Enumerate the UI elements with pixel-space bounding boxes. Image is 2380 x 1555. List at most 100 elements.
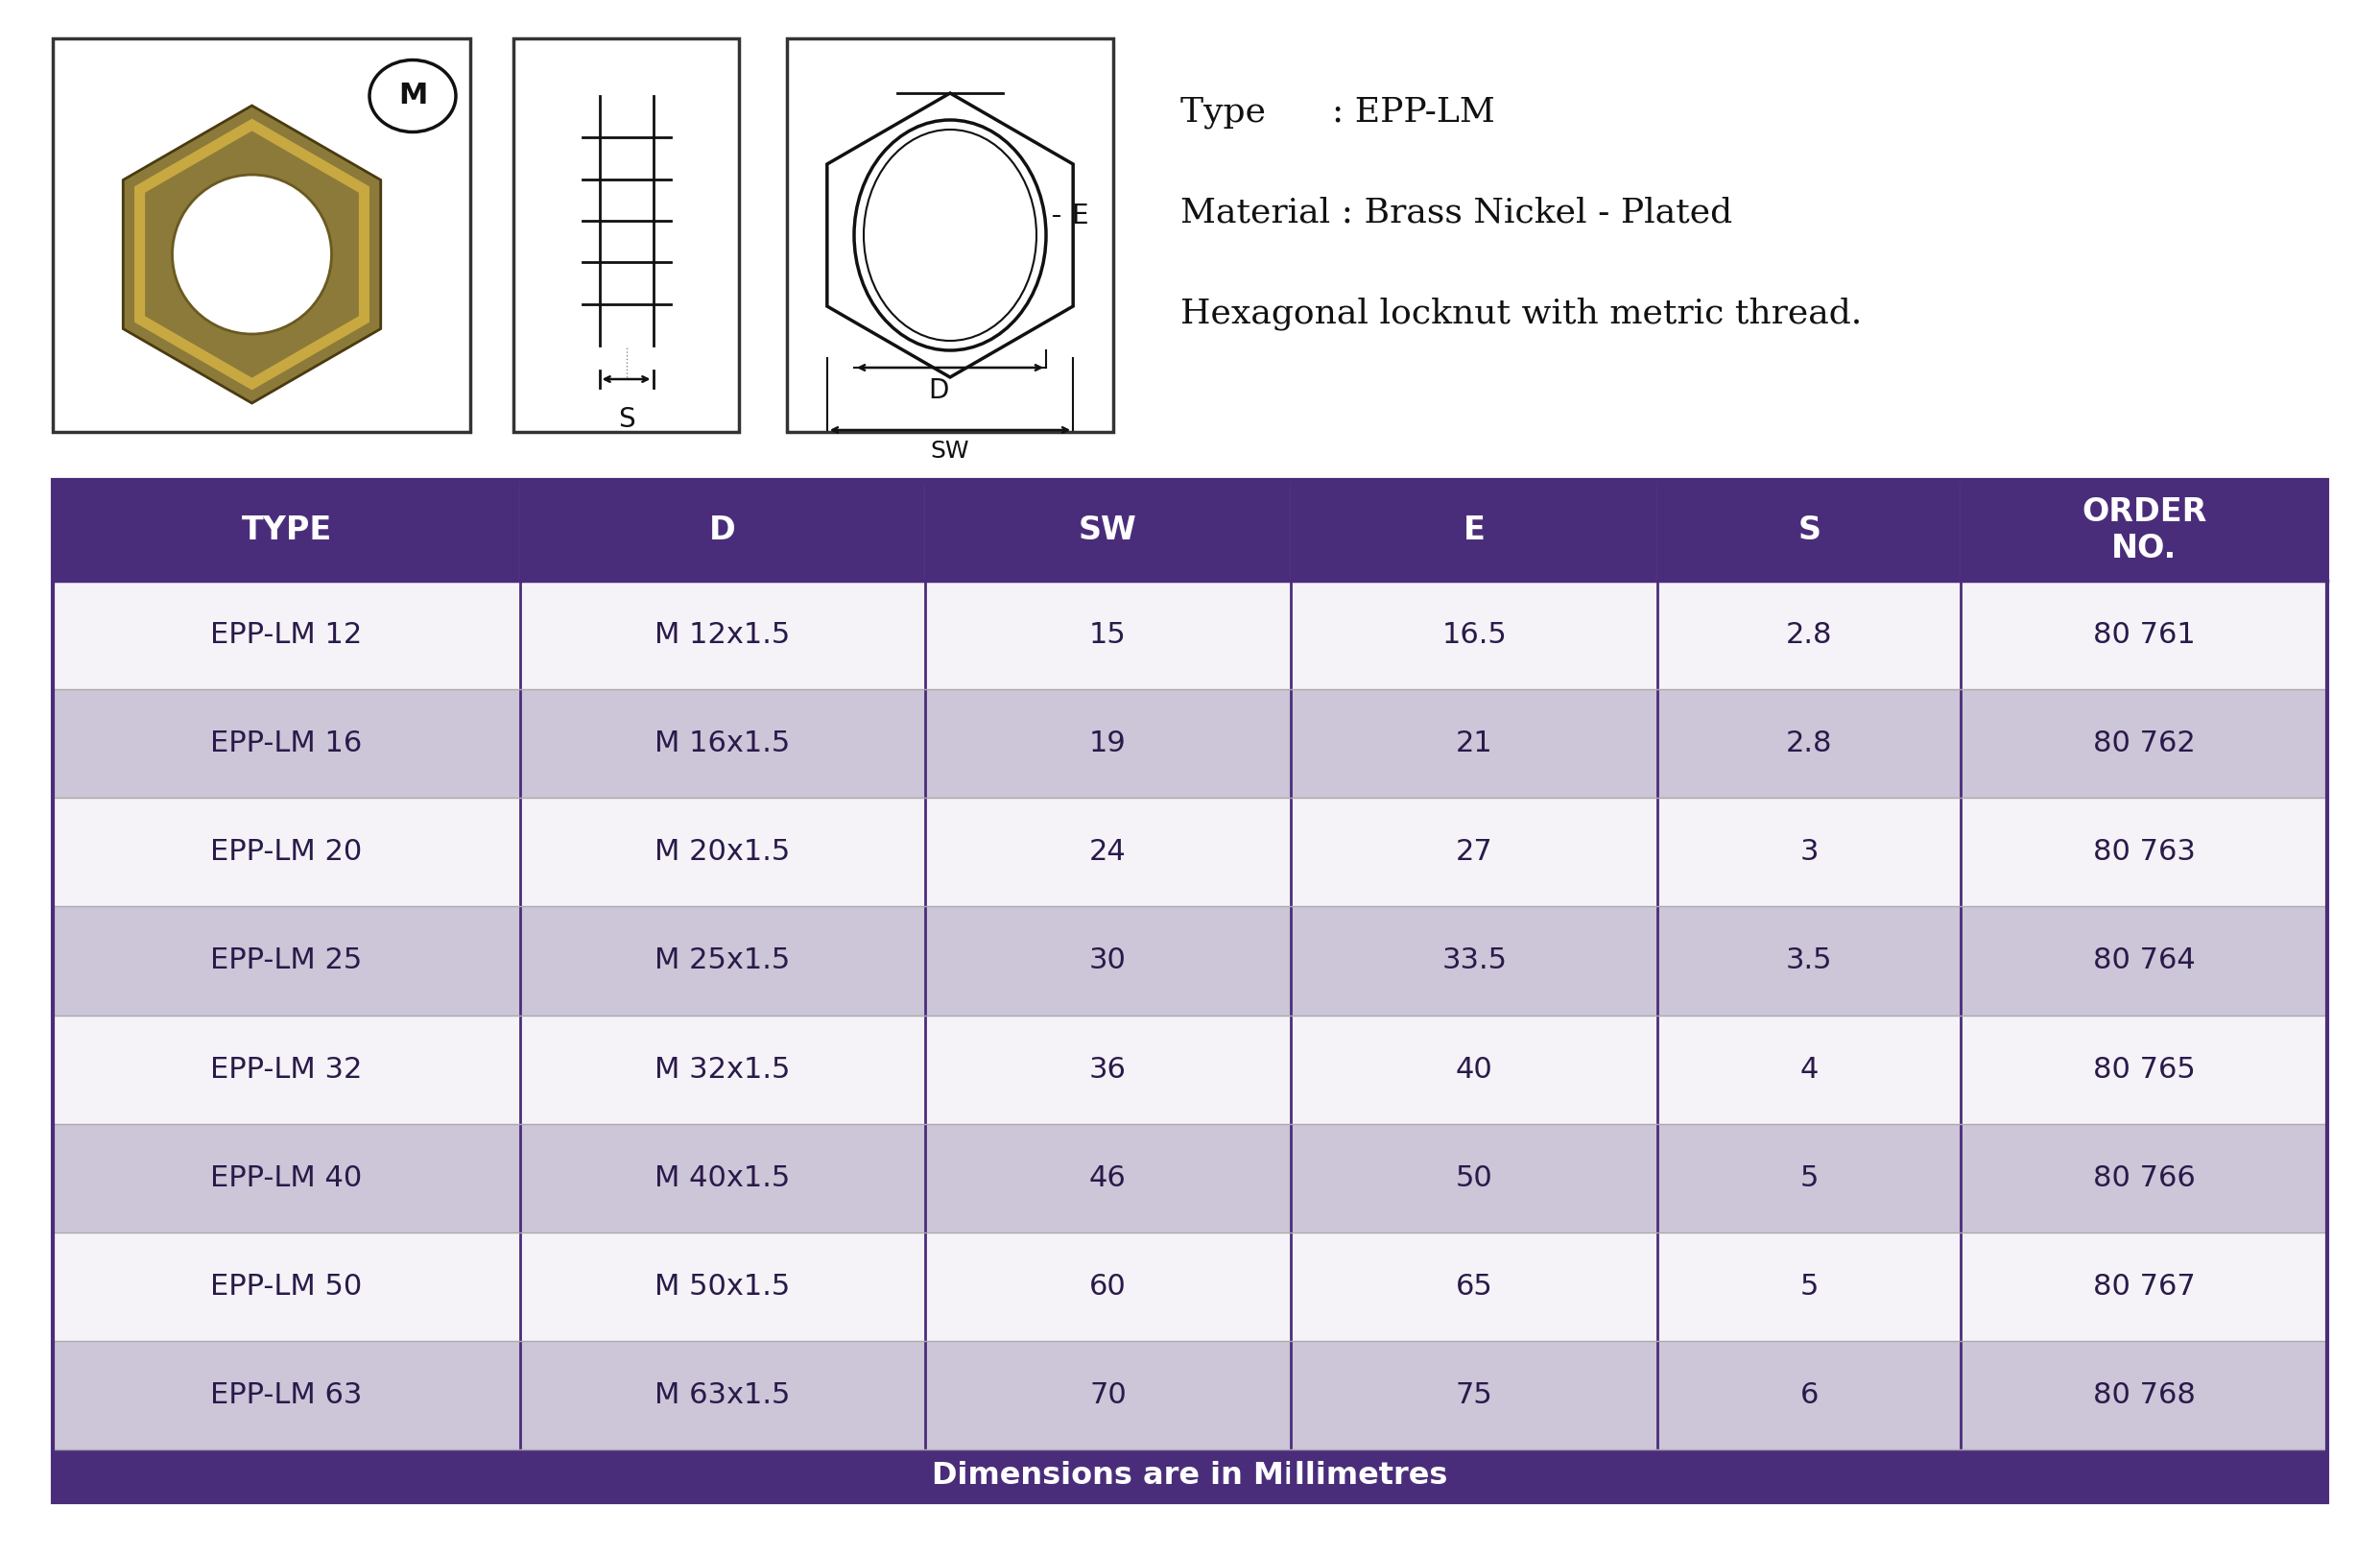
Text: M 20x1.5: M 20x1.5 xyxy=(654,838,790,866)
Text: 80 763: 80 763 xyxy=(2092,838,2194,866)
Bar xyxy=(1656,798,1961,907)
Text: Type      : EPP-LM: Type : EPP-LM xyxy=(1180,96,1495,129)
Bar xyxy=(1656,1124,1961,1232)
Text: S: S xyxy=(1797,515,1821,546)
Bar xyxy=(788,39,1114,432)
Bar xyxy=(521,1232,926,1340)
Text: 3: 3 xyxy=(1799,838,1818,866)
Bar xyxy=(52,580,521,689)
Bar xyxy=(52,1449,2328,1502)
Text: 75: 75 xyxy=(1457,1381,1492,1409)
Text: EPP-LM 25: EPP-LM 25 xyxy=(209,947,362,975)
Bar xyxy=(521,1340,926,1449)
Bar xyxy=(1656,1340,1961,1449)
Text: 21: 21 xyxy=(1457,729,1492,757)
Polygon shape xyxy=(124,106,381,403)
Bar xyxy=(52,1124,521,1232)
Text: 80 765: 80 765 xyxy=(2092,1056,2194,1084)
Bar xyxy=(1961,480,2328,580)
Text: 33.5: 33.5 xyxy=(1442,947,1507,975)
Bar xyxy=(52,480,521,580)
Text: M 40x1.5: M 40x1.5 xyxy=(654,1165,790,1191)
Ellipse shape xyxy=(369,61,457,132)
Text: 80 764: 80 764 xyxy=(2092,947,2194,975)
Text: 27: 27 xyxy=(1457,838,1492,866)
Text: S: S xyxy=(619,406,635,432)
Text: 16.5: 16.5 xyxy=(1442,620,1507,648)
Text: SW: SW xyxy=(1078,515,1138,546)
Bar xyxy=(1290,1015,1656,1124)
Bar xyxy=(1961,1340,2328,1449)
Text: E: E xyxy=(1071,202,1088,230)
Bar xyxy=(926,480,1290,580)
Text: D: D xyxy=(928,378,950,404)
Bar xyxy=(1656,1015,1961,1124)
Text: 15: 15 xyxy=(1090,620,1126,648)
Bar xyxy=(521,1124,926,1232)
Bar xyxy=(52,907,521,1015)
Bar xyxy=(1961,1232,2328,1340)
Text: 80 762: 80 762 xyxy=(2092,729,2194,757)
Text: Material : Brass Nickel - Plated: Material : Brass Nickel - Plated xyxy=(1180,197,1733,230)
Bar xyxy=(926,907,1290,1015)
Text: 80 761: 80 761 xyxy=(2092,620,2194,648)
Bar xyxy=(521,580,926,689)
Bar xyxy=(521,1015,926,1124)
Text: 2.8: 2.8 xyxy=(1785,620,1833,648)
Text: 5: 5 xyxy=(1799,1272,1818,1300)
Bar xyxy=(1290,689,1656,798)
Text: E: E xyxy=(1464,515,1485,546)
Bar xyxy=(52,798,521,907)
Text: ORDER
NO.: ORDER NO. xyxy=(2082,496,2206,564)
Text: 80 766: 80 766 xyxy=(2092,1165,2194,1191)
Text: EPP-LM 16: EPP-LM 16 xyxy=(209,729,362,757)
Bar xyxy=(1961,689,2328,798)
Bar xyxy=(1656,480,1961,580)
Bar xyxy=(1656,580,1961,689)
Circle shape xyxy=(171,174,331,334)
Bar xyxy=(1961,580,2328,689)
Text: 30: 30 xyxy=(1090,947,1126,975)
Bar xyxy=(521,907,926,1015)
Bar xyxy=(926,689,1290,798)
Bar xyxy=(1656,1232,1961,1340)
Bar xyxy=(1656,689,1961,798)
Text: 24: 24 xyxy=(1090,838,1126,866)
Text: M: M xyxy=(397,82,428,110)
Text: M 25x1.5: M 25x1.5 xyxy=(654,947,790,975)
Bar xyxy=(52,480,2328,1502)
Text: SW: SW xyxy=(931,440,969,463)
Text: M 32x1.5: M 32x1.5 xyxy=(654,1056,790,1084)
Bar xyxy=(1656,907,1961,1015)
Bar xyxy=(1290,798,1656,907)
Text: EPP-LM 40: EPP-LM 40 xyxy=(209,1165,362,1191)
Bar xyxy=(52,689,521,798)
Bar xyxy=(1961,1015,2328,1124)
Bar xyxy=(926,1232,1290,1340)
Text: 40: 40 xyxy=(1457,1056,1492,1084)
Bar xyxy=(926,580,1290,689)
Text: Hexagonal locknut with metric thread.: Hexagonal locknut with metric thread. xyxy=(1180,297,1861,331)
Bar xyxy=(1290,1232,1656,1340)
Bar xyxy=(1290,1340,1656,1449)
Text: 80 767: 80 767 xyxy=(2092,1272,2194,1300)
Bar xyxy=(1961,798,2328,907)
Bar xyxy=(926,798,1290,907)
Text: 50: 50 xyxy=(1457,1165,1492,1191)
Text: M 63x1.5: M 63x1.5 xyxy=(654,1381,790,1409)
Bar xyxy=(926,1340,1290,1449)
Bar xyxy=(1290,1124,1656,1232)
Text: 2.8: 2.8 xyxy=(1785,729,1833,757)
Text: 6: 6 xyxy=(1799,1381,1818,1409)
Bar xyxy=(926,1015,1290,1124)
Bar xyxy=(1290,480,1656,580)
Bar xyxy=(1290,580,1656,689)
Text: EPP-LM 63: EPP-LM 63 xyxy=(209,1381,362,1409)
Bar xyxy=(521,689,926,798)
Text: 80 768: 80 768 xyxy=(2092,1381,2194,1409)
Text: EPP-LM 12: EPP-LM 12 xyxy=(209,620,362,648)
Bar xyxy=(1961,1124,2328,1232)
Text: EPP-LM 50: EPP-LM 50 xyxy=(209,1272,362,1300)
Bar xyxy=(1290,907,1656,1015)
Text: M 50x1.5: M 50x1.5 xyxy=(654,1272,790,1300)
